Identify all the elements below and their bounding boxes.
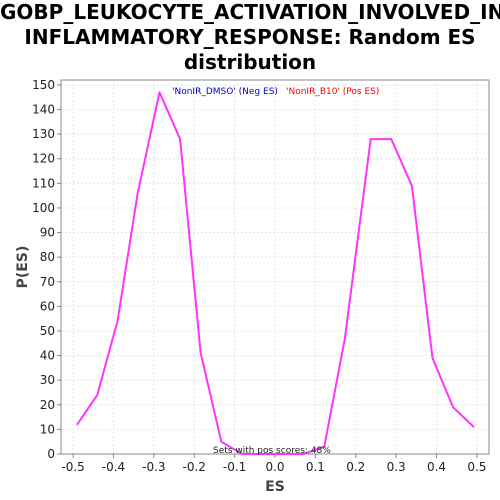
y-axis-title: P(ES): [15, 246, 31, 289]
series-point: [344, 337, 346, 340]
y-tick-label: 40: [40, 349, 55, 363]
series-point: [220, 440, 223, 443]
series-point: [411, 185, 413, 187]
series-point: [390, 138, 393, 140]
x-tick-label: -0.5: [61, 460, 84, 474]
series-point: [369, 138, 372, 140]
x-tick-label: -0.4: [102, 460, 125, 474]
y-tick-label: 140: [32, 103, 55, 117]
legend-entry-pos-es: 'NonIR_B10' (Pos ES): [286, 87, 379, 97]
y-tick-label: 80: [40, 250, 55, 264]
y-tick-label: 10: [40, 422, 55, 436]
series-point: [179, 138, 181, 140]
x-tick-label: -0.2: [183, 460, 206, 474]
y-tick-label: 0: [47, 447, 55, 461]
y-tick-label: 20: [40, 398, 55, 412]
series-point: [116, 320, 119, 322]
series-point: [96, 394, 99, 396]
x-tick-label: 0.0: [265, 460, 284, 474]
series-point: [472, 426, 475, 428]
y-tick-label: 50: [40, 324, 55, 338]
x-tick-label: 0.5: [467, 460, 486, 474]
title-line-1: GOBP_LEUKOCYTE_ACTIVATION_INVOLVED_IN_: [0, 0, 500, 24]
series-point: [302, 453, 305, 455]
y-tick-label: 130: [32, 127, 55, 141]
x-tick-label: 0.4: [427, 460, 446, 474]
series-point: [282, 453, 284, 455]
x-tick-label: 0.1: [306, 460, 325, 474]
y-tick-label: 150: [32, 78, 55, 92]
y-tick-label: 90: [40, 226, 55, 240]
series-point: [452, 406, 454, 409]
series: [76, 91, 475, 455]
x-tick-label: 0.3: [387, 460, 406, 474]
legend: 'NonIR_DMSO' (Neg ES) 'NonIR_B10' (Pos E…: [172, 87, 379, 97]
series-point: [199, 352, 202, 354]
series-point: [261, 453, 264, 455]
y-tick-label: 70: [40, 275, 55, 289]
x-axis-ticks: -0.5 -0.4 -0.3 -0.2 -0.1 0.0 0.1 0.2 0.3 0.4 0.5: [61, 454, 486, 474]
x-tick-label: -0.1: [223, 460, 246, 474]
series-point: [76, 423, 78, 426]
title-line-3: distribution: [183, 50, 317, 74]
y-axis-ticks: 0 10 20 30 40 50 60 70 80 90 100 110 120 130 140 150: [32, 78, 61, 461]
x-tick-label: 0.2: [346, 460, 365, 474]
series-point: [431, 357, 434, 359]
y-tick-label: 30: [40, 373, 55, 387]
series-point: [323, 445, 326, 448]
legend-entry-neg-es: 'NonIR_DMSO' (Neg ES): [172, 87, 278, 97]
series-line-0: [76, 91, 475, 455]
grid: [61, 80, 489, 455]
y-tick-label: 120: [32, 152, 55, 166]
x-tick-label: -0.3: [142, 460, 165, 474]
x-axis-title: ES: [265, 479, 285, 495]
y-tick-label: 100: [32, 201, 55, 215]
pos-scores-annotation: Sets with pos scores: 48%: [213, 446, 331, 456]
series-point: [241, 453, 243, 455]
title-line-2: INFLAMMATORY_RESPONSE: Random ES: [24, 25, 476, 49]
series-point: [158, 91, 161, 94]
y-tick-label: 110: [32, 176, 55, 190]
series-point: [136, 192, 139, 194]
y-tick-label: 60: [40, 299, 55, 313]
chart-title: GOBP_LEUKOCYTE_ACTIVATION_INVOLVED_IN_ I…: [0, 0, 500, 75]
